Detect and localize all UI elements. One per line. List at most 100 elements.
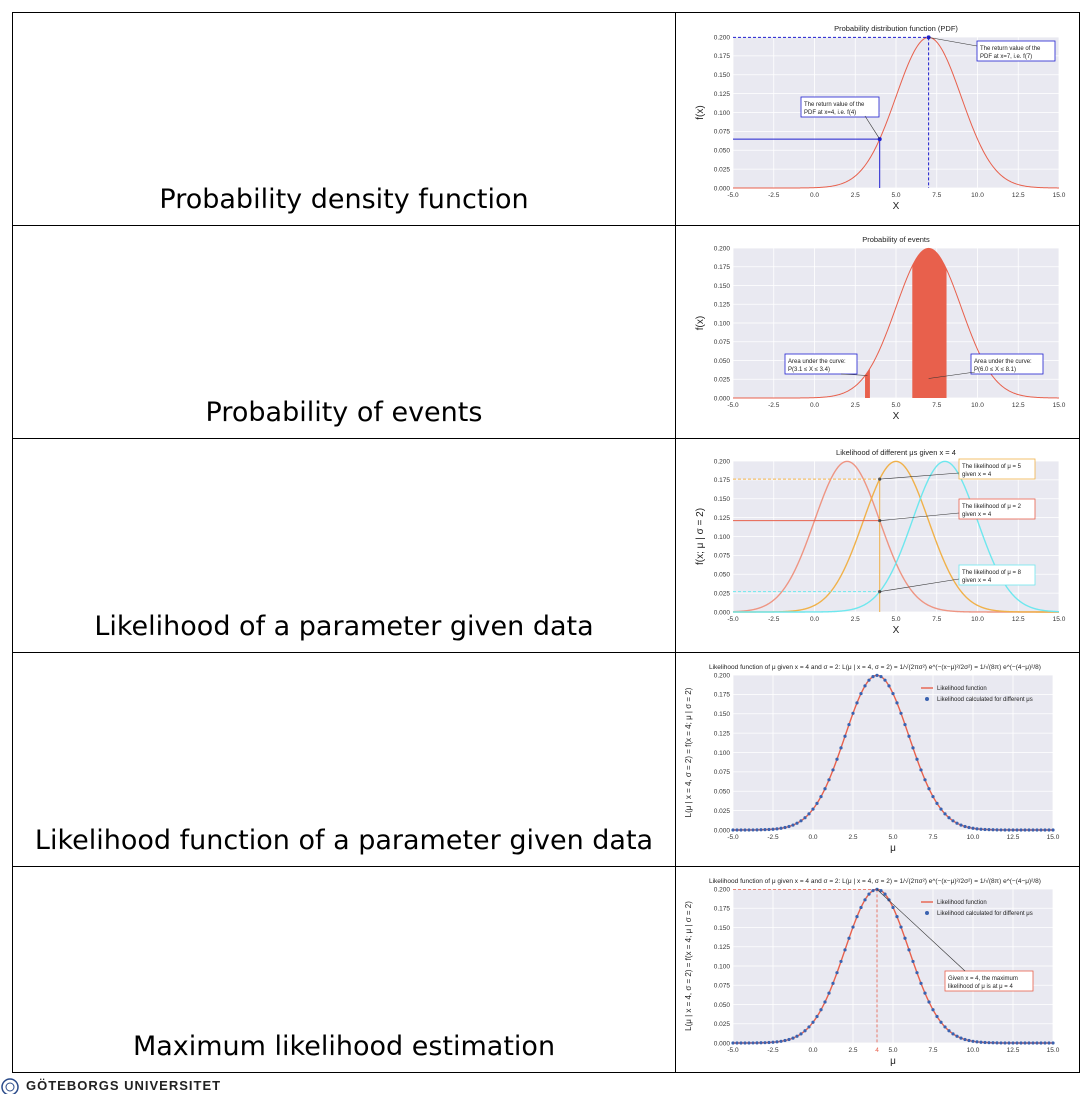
row-label-cell: Likelihood function of a parameter given…: [13, 653, 676, 866]
y-tick-label: 0.025: [714, 166, 731, 173]
y-axis-label: f(x): [695, 316, 706, 330]
pdf-curve: [733, 247, 1060, 399]
data-point: [759, 828, 763, 832]
legend-label: Likelihood function: [937, 686, 987, 692]
data-point: [767, 1040, 771, 1045]
data-point: [843, 948, 847, 952]
data-point: [891, 691, 895, 696]
y-tick-label: 0.200: [714, 34, 731, 41]
data-point: [1039, 828, 1043, 832]
annotation-arrow: [879, 472, 960, 480]
x-tick-label: -2.5: [768, 616, 780, 623]
data-point: [975, 1040, 979, 1044]
data-point: [883, 892, 887, 896]
x-tick-label: 7.5: [928, 834, 937, 841]
data-point: [891, 905, 895, 910]
data-point: [855, 915, 859, 919]
y-tick-label: 0.050: [714, 789, 731, 796]
annotation-arrow: [928, 37, 978, 47]
annotation-box: [958, 564, 1036, 586]
annotation-text: Area under the curve:: [974, 359, 1032, 365]
x-tick-label: 7.5: [932, 402, 941, 409]
data-point: [983, 1040, 987, 1045]
data-point: [911, 959, 915, 964]
data-point: [887, 684, 891, 688]
data-point: [1019, 828, 1023, 832]
pdf-curve: [733, 36, 1060, 189]
data-point: [995, 1041, 999, 1045]
data-point: [967, 1038, 971, 1043]
data-point: [803, 1029, 807, 1033]
data-point: [979, 1040, 983, 1044]
y-tick-label: 0.000: [714, 827, 731, 834]
data-point: [779, 1039, 783, 1043]
data-point: [926, 35, 931, 40]
university-name: GÖTEBORGS UNIVERSITET: [26, 1078, 222, 1093]
pdf-chart: -5.0 -2.5 0.0 2.5 5.0 7.5 10.0 12.5 15.0 0.000 0.0…: [695, 24, 1066, 212]
mle-tick-label: 4: [875, 1047, 879, 1054]
data-point: [991, 828, 995, 832]
data-point: [731, 1041, 735, 1045]
y-tick-label: 0.125: [714, 91, 731, 98]
data-point: [951, 1032, 955, 1036]
legend-swatch: [925, 911, 929, 915]
y-tick-label: 0.050: [714, 572, 731, 579]
data-point: [995, 828, 999, 832]
x-tick-label: 5.0: [891, 616, 900, 623]
x-tick-label: -5.0: [727, 402, 739, 409]
data-point: [879, 889, 883, 893]
y-tick-label: 0.150: [714, 496, 731, 503]
data-point: [795, 821, 799, 825]
data-point: [951, 819, 955, 823]
y-tick-label: 0.075: [714, 129, 731, 136]
data-point: [839, 959, 843, 964]
data-point: [931, 1008, 935, 1012]
data-point: [919, 768, 923, 772]
data-point: [803, 816, 807, 820]
y-tick-label: 0.075: [714, 339, 731, 346]
data-point: [1043, 828, 1047, 832]
y-tick-label: 0.150: [714, 72, 731, 79]
data-point: [863, 684, 867, 688]
annotation-text: Area under the curve:: [788, 359, 846, 365]
data-point: [878, 477, 882, 481]
annotation-text: given x = 4: [962, 472, 992, 478]
data-point: [807, 1025, 811, 1029]
plot-cell: -5.0 -2.5 0.0 2.5 5.0 7.5 10.0 12.5 15.0 0.000 0.0…: [675, 226, 1079, 438]
data-point: [743, 828, 747, 832]
x-tick-label: 2.5: [848, 1047, 857, 1054]
data-point: [875, 673, 879, 678]
data-point: [919, 981, 923, 985]
data-point: [943, 812, 947, 816]
data-point: [831, 981, 835, 985]
plot-cell: -5.0 -2.5 0.0 2.5 5.0 7.5 10.0 12.5 15.0 0.000 0.0…: [675, 13, 1079, 225]
data-point: [831, 768, 835, 772]
plot-cell: -5.0 -2.5 0.0 2.5 5.0 7.5 10.0 12.5 15.0 0.000 0.0…: [675, 867, 1079, 1072]
data-point: [751, 828, 755, 832]
data-point: [947, 816, 951, 820]
y-tick-label: 0.050: [714, 1002, 731, 1009]
annotation-box: [800, 96, 880, 118]
data-point: [1031, 1041, 1035, 1045]
table-row: Likelihood of a parameter given data -5.…: [12, 439, 1080, 653]
annotation-arrow: [928, 371, 976, 379]
annotation-arrow: [879, 512, 960, 521]
legend-swatch: [925, 697, 929, 701]
y-tick-label: 0.200: [714, 886, 731, 893]
row-label: Likelihood of a parameter given data: [94, 611, 594, 642]
table-row: Probability of events -5.0 -2.5 0.0 2.5 5.0 7…: [12, 226, 1080, 439]
data-point: [735, 1041, 739, 1045]
data-point: [795, 1034, 799, 1038]
data-point: [999, 828, 1003, 832]
data-point: [883, 678, 887, 682]
annotation-text: given x = 4: [962, 578, 992, 584]
data-point: [927, 787, 931, 791]
data-point: [847, 936, 851, 940]
data-point: [1043, 1041, 1047, 1045]
data-point: [823, 1000, 827, 1004]
annotation-text: PDF at x=7, i.e. f(7): [980, 54, 1032, 60]
x-axis-label: X: [893, 625, 900, 636]
annotation-text: P(3.1 ≤ X ≤ 3.4): [788, 367, 830, 373]
data-point: [991, 1041, 995, 1045]
table-row: Probability density function -5.0 -2.5 0.0…: [12, 12, 1080, 226]
